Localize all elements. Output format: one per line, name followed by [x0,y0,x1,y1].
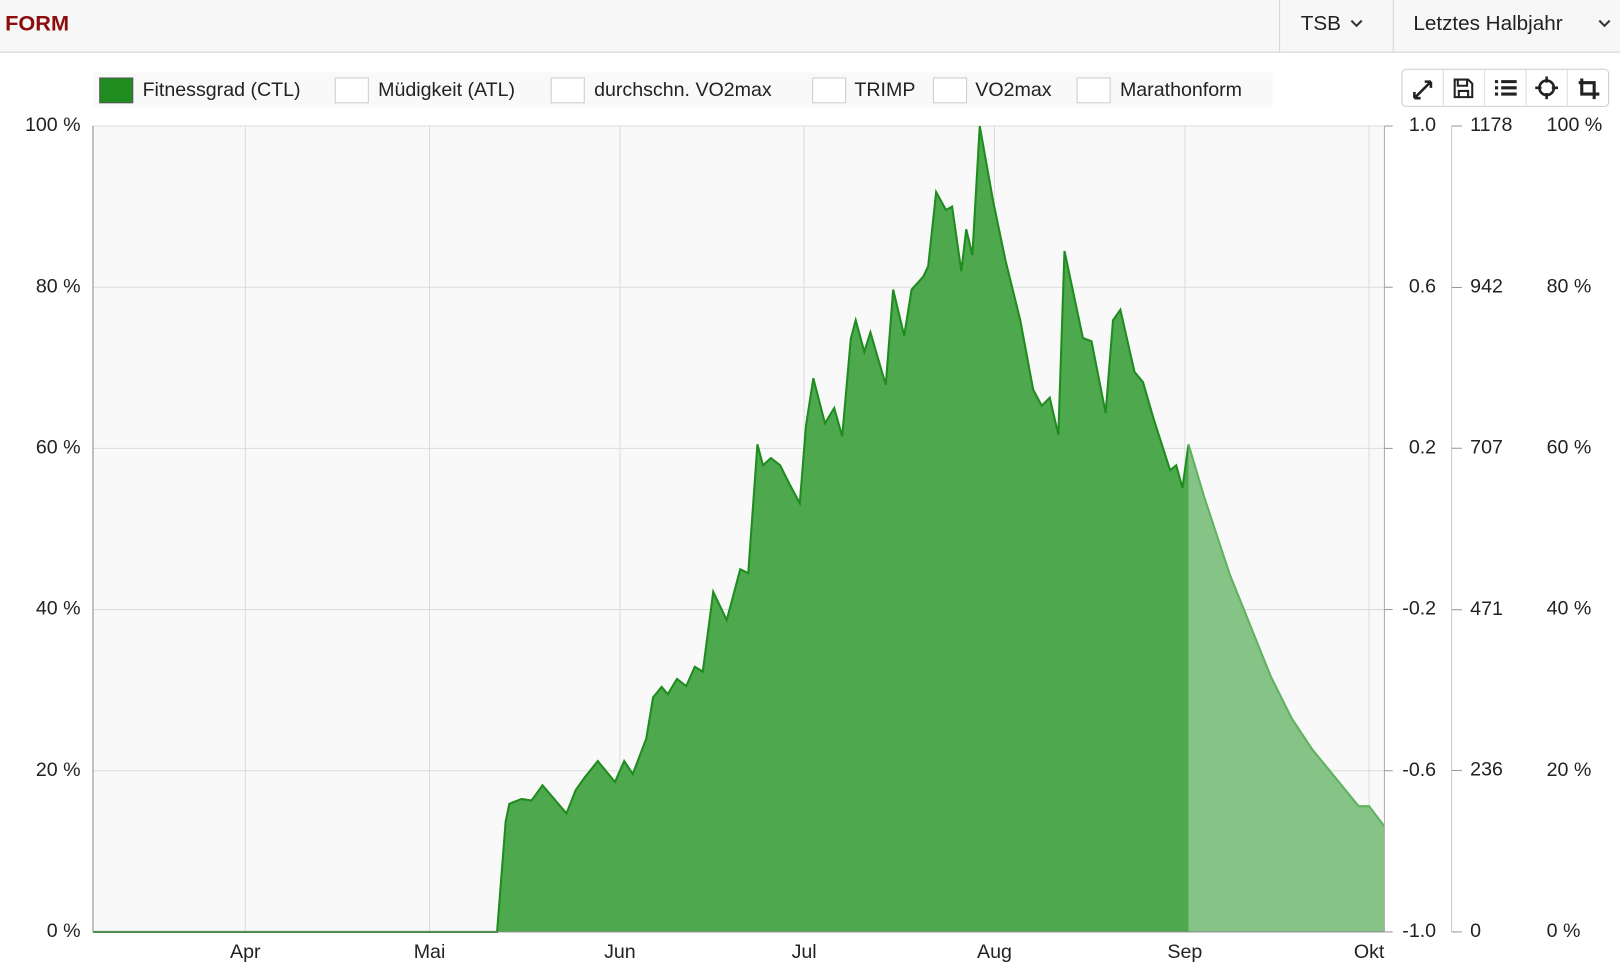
y-tick-label: 100 % [25,114,81,136]
y2-tick-label: -0.6 [1402,759,1436,781]
area-line [92,125,1190,933]
dropdown-label[interactable]: Letztes Halbjahr [1413,12,1562,35]
legend-swatch [932,77,968,104]
dropdown-label[interactable]: TSB [1301,12,1341,35]
legend-item[interactable]: VO2max [932,77,1052,104]
legend-swatch [550,77,585,104]
y3-tick-label: 707 [1470,436,1503,458]
x-tick-label: Mai [414,941,446,963]
y-tick-label: 40 % [36,598,81,620]
legend-label: VO2max [975,79,1051,101]
legend-item[interactable]: durchschn. VO2max [550,77,772,104]
legend-label: Müdigkeit (ATL) [378,79,515,101]
legend-item[interactable]: TRIMP [812,77,916,104]
y3-tick-label: 0 [1470,920,1481,942]
y2-tick-label: 1.0 [1409,114,1436,136]
y2-tick-label: -1.0 [1402,920,1436,942]
legend-item[interactable]: Müdigkeit (ATL) [334,77,515,104]
legend-item[interactable]: Fitnessgrad (CTL) [99,77,301,104]
y3-tick-label: 471 [1470,598,1503,620]
y-tick-label: 0 % [47,920,81,942]
period-dropdown[interactable]: Letztes Halbjahr [1413,12,1611,35]
legend-swatch [99,77,134,104]
y3-tick-label: 1178 [1470,114,1512,136]
y3-tick-label: 942 [1470,276,1503,298]
crop-icon[interactable] [1578,78,1600,100]
widget-title: FORM [5,11,69,36]
legend-label: Marathonform [1120,79,1242,101]
legend-label: durchschn. VO2max [594,79,772,101]
x-tick-label: Aug [977,941,1012,963]
x-tick-label: Sep [1167,941,1202,963]
legend-item[interactable]: Marathonform [1076,77,1242,104]
y-tick-label: 60 % [36,437,81,459]
marks [92,125,1386,933]
chevron [1350,19,1363,28]
y3-tick-label: 236 [1470,759,1503,781]
legend-label: Fitnessgrad (CTL) [143,79,301,101]
list-icon[interactable] [1494,80,1517,96]
y2-tick-label: 0.6 [1409,275,1436,297]
legend-swatch [812,77,847,104]
area-fill [92,126,1189,932]
y-tick-label: 20 % [36,759,81,781]
area-fill [1188,444,1385,932]
header-bar [0,0,1620,52]
x-tick-label: Jul [792,941,817,963]
x-tick-label: Apr [230,941,261,963]
legend: Fitnessgrad (CTL) Müdigkeit (ATL) durchsch… [92,72,1273,108]
save-icon[interactable] [1453,78,1474,99]
y2-tick-label: 0.2 [1409,437,1436,459]
x-tick-label: Jun [604,941,636,963]
axes: Apr Mai Jun Jul Aug Sep Okt 0 % 20 % 40 % 60 % 80 %… [25,114,1602,963]
y4-tick-label: 80 % [1547,275,1592,297]
y4-tick-label: 100 % [1547,114,1603,136]
metric-dropdown[interactable]: TSB [1301,12,1363,35]
y4-tick-label: 40 % [1547,598,1592,620]
y4-tick-label: 20 % [1547,759,1592,781]
area-line [1187,444,1386,827]
y4-tick-label: 60 % [1547,437,1592,459]
legend-swatch [334,77,369,104]
legend-swatch [1076,77,1111,104]
y-tick-label: 80 % [36,275,81,297]
y2-tick-label: -0.2 [1402,598,1436,620]
x-tick-label: Okt [1354,941,1385,963]
chevron [1598,19,1611,28]
expand-icon[interactable] [1413,80,1433,100]
toolbar [1401,68,1610,107]
target-icon[interactable] [1535,76,1559,100]
y4-tick-label: 0 % [1547,920,1581,942]
legend-background [92,72,1273,108]
legend-label: TRIMP [854,79,915,101]
